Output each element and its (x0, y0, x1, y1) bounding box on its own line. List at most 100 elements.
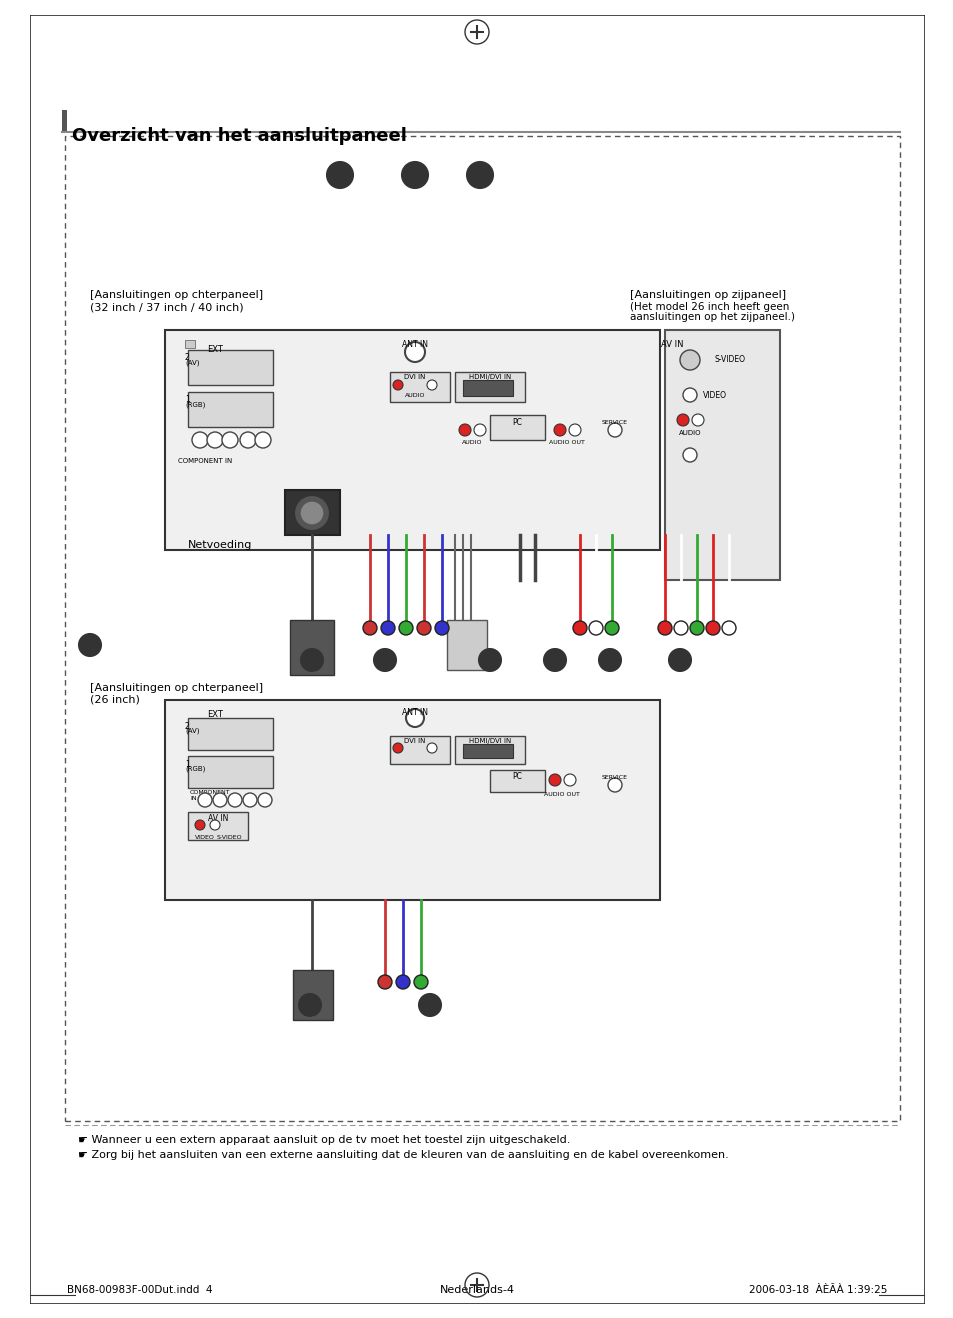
Bar (188, 718, 273, 750)
Text: (32 inch / 37 inch / 40 inch): (32 inch / 37 inch / 40 inch) (90, 302, 243, 312)
Bar (390, 372, 450, 402)
Text: SERVICE: SERVICE (601, 420, 627, 424)
Bar (390, 735, 450, 764)
Circle shape (427, 380, 436, 390)
Bar (165, 700, 659, 900)
Circle shape (598, 648, 620, 671)
Circle shape (554, 424, 565, 436)
Text: PC: PC (512, 418, 521, 427)
Circle shape (240, 432, 255, 448)
Circle shape (254, 432, 271, 448)
Circle shape (458, 424, 471, 436)
Circle shape (588, 621, 602, 635)
Bar (65, 136, 899, 1122)
Text: COMPONENT IN: COMPONENT IN (177, 457, 232, 464)
Circle shape (299, 501, 324, 525)
Bar (293, 970, 333, 1020)
Circle shape (327, 162, 353, 188)
Circle shape (380, 621, 395, 635)
Text: (26 inch): (26 inch) (90, 695, 140, 705)
Text: (RGB): (RGB) (185, 402, 205, 409)
Circle shape (573, 621, 586, 635)
Text: [Aansluitingen op zijpaneel]: [Aansluitingen op zijpaneel] (629, 290, 785, 301)
Circle shape (377, 975, 392, 988)
Text: PC: PC (512, 772, 521, 782)
Circle shape (228, 793, 242, 807)
Circle shape (257, 793, 272, 807)
Text: 5: 5 (306, 1010, 314, 1019)
Text: 6: 6 (551, 664, 558, 673)
Bar (185, 340, 194, 348)
Text: AUDIO: AUDIO (461, 440, 482, 445)
Circle shape (474, 424, 485, 436)
Circle shape (363, 621, 376, 635)
Circle shape (213, 793, 227, 807)
Text: (Het model 26 inch heeft geen: (Het model 26 inch heeft geen (629, 302, 788, 312)
Circle shape (682, 448, 697, 463)
Text: AUDIO: AUDIO (678, 430, 700, 436)
Text: (AV): (AV) (185, 728, 199, 734)
Text: AV IN: AV IN (660, 340, 682, 349)
Text: EXT: EXT (207, 345, 223, 355)
Circle shape (548, 774, 560, 786)
Circle shape (607, 423, 621, 438)
Text: 5: 5 (605, 664, 613, 673)
Bar (188, 812, 248, 840)
Circle shape (243, 793, 256, 807)
Bar (664, 330, 780, 580)
Circle shape (658, 621, 671, 635)
Circle shape (194, 820, 205, 830)
Text: 9: 9 (308, 664, 315, 673)
Bar (290, 619, 334, 675)
Bar (165, 330, 659, 550)
Circle shape (435, 621, 449, 635)
Circle shape (414, 975, 428, 988)
Text: 4: 4 (676, 664, 683, 673)
Circle shape (393, 743, 402, 753)
Text: 2: 2 (185, 353, 190, 362)
Text: DVI IN: DVI IN (404, 374, 425, 380)
Circle shape (691, 414, 703, 426)
Circle shape (673, 621, 687, 635)
Circle shape (210, 820, 220, 830)
Text: HDMI/DVI IN: HDMI/DVI IN (468, 738, 511, 743)
Text: [Aansluitingen op chterpaneel]: [Aansluitingen op chterpaneel] (90, 683, 263, 693)
Text: 10: 10 (83, 648, 96, 659)
Circle shape (374, 648, 395, 671)
Text: 2: 2 (185, 722, 190, 731)
Circle shape (689, 621, 703, 635)
Circle shape (398, 621, 413, 635)
Text: S-VIDEO: S-VIDEO (714, 356, 745, 365)
Text: (RGB): (RGB) (185, 766, 205, 772)
Circle shape (298, 994, 320, 1016)
Text: HDMI/DVI IN: HDMI/DVI IN (468, 374, 511, 380)
Bar (462, 380, 513, 395)
Text: 2006-03-18  ÀÈÃÀ 1:39:25: 2006-03-18 ÀÈÃÀ 1:39:25 (748, 1285, 886, 1296)
Bar (62, 109, 67, 132)
Text: ☛ Zorg bij het aansluiten van een externe aansluiting dat de kleuren van de aans: ☛ Zorg bij het aansluiten van een extern… (78, 1151, 728, 1160)
Text: AUDIO OUT: AUDIO OUT (549, 440, 584, 445)
Circle shape (682, 387, 697, 402)
Text: SERVICE: SERVICE (601, 775, 627, 780)
Circle shape (393, 380, 402, 390)
Circle shape (207, 432, 223, 448)
Circle shape (301, 648, 323, 671)
Circle shape (401, 162, 428, 188)
Circle shape (395, 975, 410, 988)
Text: AUDIO: AUDIO (404, 393, 425, 398)
Text: Overzicht van het aansluitpaneel: Overzicht van het aansluitpaneel (71, 127, 406, 145)
Text: 3: 3 (335, 181, 344, 192)
Circle shape (418, 994, 440, 1016)
Text: aansluitingen op het zijpaneel.): aansluitingen op het zijpaneel.) (629, 312, 794, 322)
Circle shape (677, 414, 688, 426)
Bar (188, 351, 273, 385)
Circle shape (604, 621, 618, 635)
Circle shape (705, 621, 720, 635)
Circle shape (721, 621, 735, 635)
Text: EXT: EXT (207, 710, 223, 720)
Circle shape (679, 351, 700, 370)
Text: COMPONENT
IN: COMPONENT IN (190, 789, 231, 801)
Bar (455, 735, 524, 764)
Text: 1: 1 (185, 760, 190, 768)
Text: 4: 4 (426, 1010, 434, 1019)
